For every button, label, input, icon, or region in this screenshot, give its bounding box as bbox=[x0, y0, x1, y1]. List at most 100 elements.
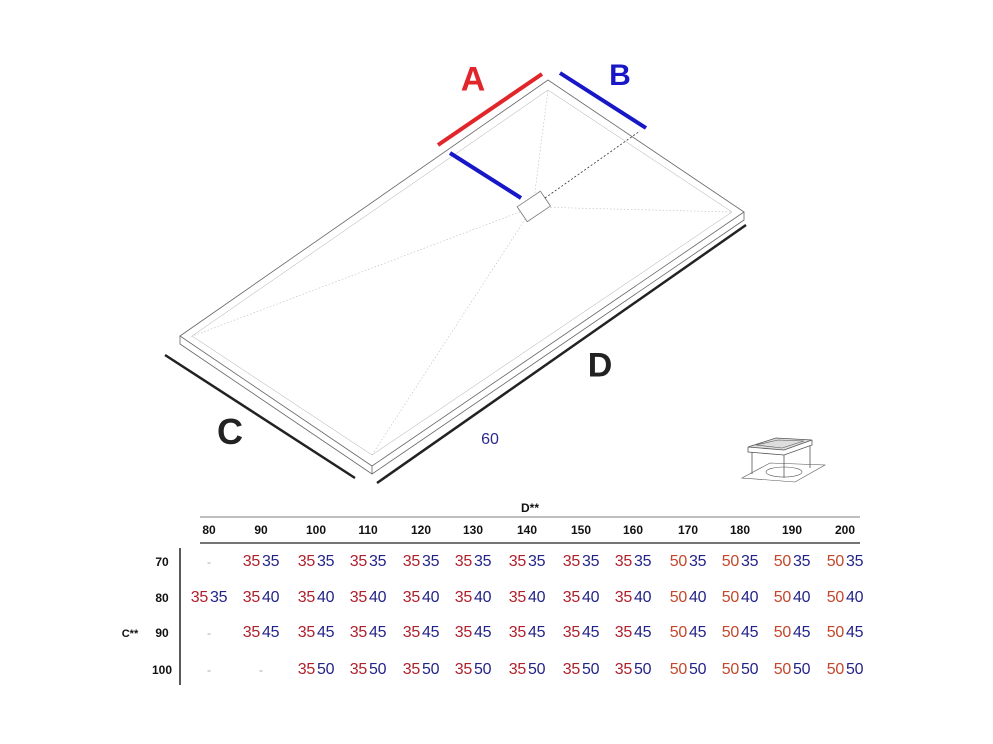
value-b: 45 bbox=[528, 624, 546, 641]
value-a: 35 bbox=[402, 589, 421, 606]
value-a: 35 bbox=[614, 661, 633, 678]
column-header: 180 bbox=[729, 523, 751, 537]
value-a: 35 bbox=[349, 624, 368, 641]
value-a: 50 bbox=[669, 553, 688, 570]
table-cell: 35 35 bbox=[455, 553, 492, 571]
value-a: 35 bbox=[242, 553, 261, 570]
value-a: 35 bbox=[349, 661, 368, 678]
value-a: 35 bbox=[190, 589, 209, 606]
column-header: 80 bbox=[202, 523, 216, 537]
value-a: 35 bbox=[562, 553, 581, 570]
table-cell: 35 45 bbox=[242, 624, 280, 642]
column-header: 190 bbox=[781, 523, 803, 537]
value-b: 50 bbox=[422, 661, 440, 678]
column-group-label: D** bbox=[520, 501, 540, 515]
table-cell: 50 50 bbox=[773, 661, 811, 679]
dimension-b-line-drain bbox=[448, 151, 523, 200]
table-cell: 35 45 bbox=[615, 624, 652, 642]
value-a: 50 bbox=[773, 661, 792, 678]
value-a: 50 bbox=[721, 661, 740, 678]
dimension-note: 60 bbox=[481, 431, 499, 448]
value-b: 50 bbox=[317, 661, 335, 678]
column-header: 150 bbox=[570, 523, 592, 537]
table-cell: 35 45 bbox=[349, 624, 387, 642]
table-cell: 35 50 bbox=[297, 661, 335, 679]
label-d: D bbox=[587, 346, 613, 385]
column-header: 140 bbox=[516, 523, 538, 537]
value-a: 35 bbox=[402, 553, 421, 570]
value-b: 40 bbox=[528, 589, 546, 606]
column-header: 200 bbox=[834, 523, 856, 537]
row-header: 90 bbox=[155, 626, 169, 640]
value-b: 35 bbox=[422, 553, 440, 570]
value-a: 35 bbox=[297, 661, 316, 678]
table-cell: 35 45 bbox=[402, 624, 440, 642]
table-cell: 35 50 bbox=[614, 661, 652, 679]
value-b: 40 bbox=[582, 589, 600, 606]
value-b: 50 bbox=[582, 661, 600, 678]
value-a: 35 bbox=[242, 589, 261, 606]
value-b: 35 bbox=[317, 553, 335, 570]
value-b: 40 bbox=[689, 589, 707, 606]
column-header: 130 bbox=[462, 523, 484, 537]
table-cell: 35 35 bbox=[562, 553, 600, 571]
row-header: 100 bbox=[151, 663, 173, 677]
table-cell: 50 50 bbox=[721, 661, 759, 679]
value-b: 45 bbox=[741, 624, 759, 641]
table-cell: 35 40 bbox=[455, 589, 492, 607]
table-cell: 35 35 bbox=[402, 553, 440, 571]
value-b: 45 bbox=[634, 624, 652, 641]
value-b: 35 bbox=[846, 553, 864, 570]
table-cell: 35 45 bbox=[563, 624, 600, 642]
table-cell: 35 40 bbox=[509, 589, 546, 607]
table-cell: 50 35 bbox=[773, 553, 811, 571]
table-cell: 50 50 bbox=[670, 661, 707, 679]
table-cell: 35 50 bbox=[403, 661, 440, 679]
value-b: 50 bbox=[846, 661, 864, 678]
label-b: B bbox=[609, 59, 631, 92]
column-header: 100 bbox=[305, 523, 327, 537]
value-b: 50 bbox=[369, 661, 387, 678]
value-a: 35 bbox=[508, 661, 527, 678]
value-b: 35 bbox=[634, 553, 652, 570]
value-b: 40 bbox=[741, 589, 759, 606]
value-a: 50 bbox=[773, 553, 792, 570]
table-cell: 50 35 bbox=[669, 553, 707, 571]
column-header: 170 bbox=[677, 523, 699, 537]
value-a: 35 bbox=[242, 624, 261, 641]
table-cell: 35 40 bbox=[242, 589, 280, 607]
value-b: 50 bbox=[634, 661, 652, 678]
value-a: 50 bbox=[721, 589, 740, 606]
value-a: 50 bbox=[826, 661, 845, 678]
row-header: 80 bbox=[155, 591, 169, 605]
drain-offset-line bbox=[544, 130, 641, 199]
value-a: 35 bbox=[562, 589, 581, 606]
row-header: 70 bbox=[155, 555, 169, 569]
value-b: 45 bbox=[317, 624, 335, 641]
column-header: 90 bbox=[254, 523, 268, 537]
value-b: 35 bbox=[741, 553, 759, 570]
table-cell: 50 45 bbox=[827, 624, 864, 642]
value-a: 50 bbox=[826, 553, 845, 570]
empty-cell: - bbox=[259, 663, 263, 677]
value-a: 50 bbox=[826, 589, 845, 606]
value-b: 40 bbox=[474, 589, 492, 606]
table-cell: 35 35 bbox=[190, 589, 228, 607]
empty-cell: - bbox=[207, 663, 211, 677]
value-b: 45 bbox=[474, 624, 492, 641]
value-a: 35 bbox=[454, 624, 473, 641]
value-b: 35 bbox=[689, 553, 707, 570]
table-cell: 35 50 bbox=[563, 661, 600, 679]
tray-outline bbox=[179, 79, 745, 475]
value-b: 35 bbox=[582, 553, 600, 570]
value-a: 35 bbox=[402, 624, 421, 641]
table-cell: 50 50 bbox=[826, 661, 864, 679]
empty-cell: - bbox=[207, 555, 211, 569]
value-b: 35 bbox=[369, 553, 387, 570]
table-cell: 50 40 bbox=[670, 589, 707, 607]
value-a: 35 bbox=[454, 661, 473, 678]
table-cell: 35 35 bbox=[350, 553, 387, 571]
value-a: 35 bbox=[614, 589, 633, 606]
table-cell: 35 50 bbox=[508, 661, 546, 679]
